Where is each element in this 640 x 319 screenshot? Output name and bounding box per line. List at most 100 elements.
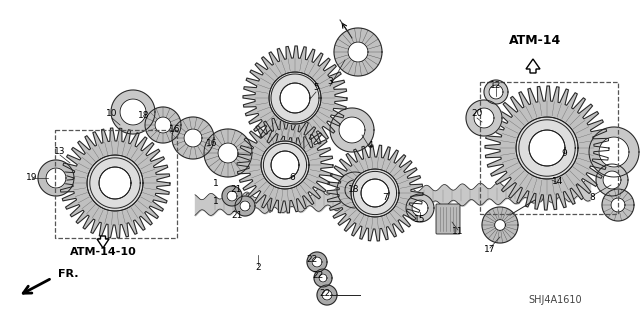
Polygon shape — [484, 80, 508, 104]
Polygon shape — [99, 167, 131, 199]
Polygon shape — [222, 186, 242, 206]
Polygon shape — [322, 290, 332, 300]
Polygon shape — [519, 120, 575, 176]
Ellipse shape — [245, 193, 251, 213]
Polygon shape — [145, 107, 181, 143]
Polygon shape — [90, 158, 140, 208]
Polygon shape — [60, 128, 170, 238]
Text: 16: 16 — [206, 138, 218, 147]
Polygon shape — [261, 141, 309, 189]
Polygon shape — [240, 201, 250, 211]
Polygon shape — [351, 169, 399, 217]
Polygon shape — [589, 127, 639, 177]
Polygon shape — [474, 108, 494, 128]
Text: 6: 6 — [289, 174, 295, 182]
Text: 3: 3 — [327, 78, 333, 86]
Polygon shape — [334, 28, 382, 76]
Text: 18: 18 — [348, 186, 360, 195]
Polygon shape — [264, 144, 307, 187]
Text: 4: 4 — [367, 140, 373, 150]
Polygon shape — [353, 171, 397, 215]
Polygon shape — [38, 160, 74, 196]
Polygon shape — [603, 171, 621, 189]
Polygon shape — [466, 100, 502, 136]
Text: 9: 9 — [561, 149, 567, 158]
Text: 1: 1 — [213, 179, 219, 188]
Text: 13: 13 — [54, 147, 66, 157]
Polygon shape — [596, 164, 628, 196]
Polygon shape — [529, 130, 565, 166]
Polygon shape — [271, 74, 319, 122]
Polygon shape — [345, 180, 365, 200]
Polygon shape — [516, 117, 578, 179]
Polygon shape — [361, 179, 389, 207]
Polygon shape — [243, 46, 347, 150]
Polygon shape — [361, 179, 389, 207]
Text: 16: 16 — [169, 125, 180, 135]
Polygon shape — [519, 120, 575, 176]
Polygon shape — [155, 117, 171, 133]
Polygon shape — [319, 274, 327, 282]
Text: 12: 12 — [490, 80, 502, 90]
Text: 5: 5 — [313, 84, 319, 93]
Polygon shape — [280, 83, 310, 113]
Polygon shape — [317, 285, 337, 305]
Text: 22: 22 — [319, 288, 331, 298]
Text: 7: 7 — [382, 194, 388, 203]
Polygon shape — [482, 207, 518, 243]
Polygon shape — [271, 151, 299, 179]
Text: 17: 17 — [484, 246, 496, 255]
Polygon shape — [235, 196, 255, 216]
Polygon shape — [529, 130, 565, 166]
Polygon shape — [237, 117, 333, 213]
Polygon shape — [204, 129, 252, 177]
Polygon shape — [406, 194, 434, 222]
FancyBboxPatch shape — [436, 204, 460, 234]
Polygon shape — [99, 167, 131, 199]
Text: 19: 19 — [26, 174, 38, 182]
Ellipse shape — [268, 192, 273, 212]
Polygon shape — [227, 191, 237, 201]
Polygon shape — [111, 90, 155, 134]
Polygon shape — [602, 189, 634, 221]
Text: 15: 15 — [414, 216, 426, 225]
Polygon shape — [353, 171, 397, 215]
Polygon shape — [184, 129, 202, 147]
Polygon shape — [412, 200, 428, 216]
Text: FR.: FR. — [58, 269, 79, 279]
Text: 18: 18 — [138, 112, 150, 121]
Polygon shape — [120, 99, 146, 125]
Polygon shape — [90, 158, 140, 208]
Polygon shape — [351, 169, 399, 217]
Polygon shape — [87, 155, 143, 211]
Polygon shape — [261, 141, 309, 189]
Polygon shape — [307, 252, 327, 272]
Polygon shape — [312, 257, 322, 267]
Text: 1: 1 — [213, 197, 219, 206]
Text: 14: 14 — [552, 177, 564, 187]
Polygon shape — [339, 117, 365, 143]
Polygon shape — [327, 145, 423, 241]
Text: ATM-14: ATM-14 — [509, 33, 561, 47]
Polygon shape — [348, 42, 368, 62]
Text: 21: 21 — [230, 186, 242, 195]
Polygon shape — [271, 151, 299, 179]
Text: 22: 22 — [312, 271, 324, 280]
Polygon shape — [87, 155, 143, 211]
Text: SHJ4A1610: SHJ4A1610 — [528, 295, 582, 305]
Polygon shape — [172, 117, 214, 159]
Polygon shape — [218, 143, 238, 163]
FancyArrow shape — [97, 236, 109, 248]
Polygon shape — [280, 83, 310, 113]
Polygon shape — [46, 168, 66, 188]
Polygon shape — [330, 108, 374, 152]
FancyArrow shape — [526, 59, 540, 73]
Polygon shape — [611, 198, 625, 212]
Polygon shape — [314, 269, 332, 287]
Polygon shape — [599, 137, 629, 167]
Polygon shape — [337, 172, 373, 208]
Polygon shape — [495, 219, 506, 230]
Text: 10: 10 — [106, 108, 118, 117]
Text: 20: 20 — [471, 109, 483, 118]
Polygon shape — [489, 85, 503, 99]
